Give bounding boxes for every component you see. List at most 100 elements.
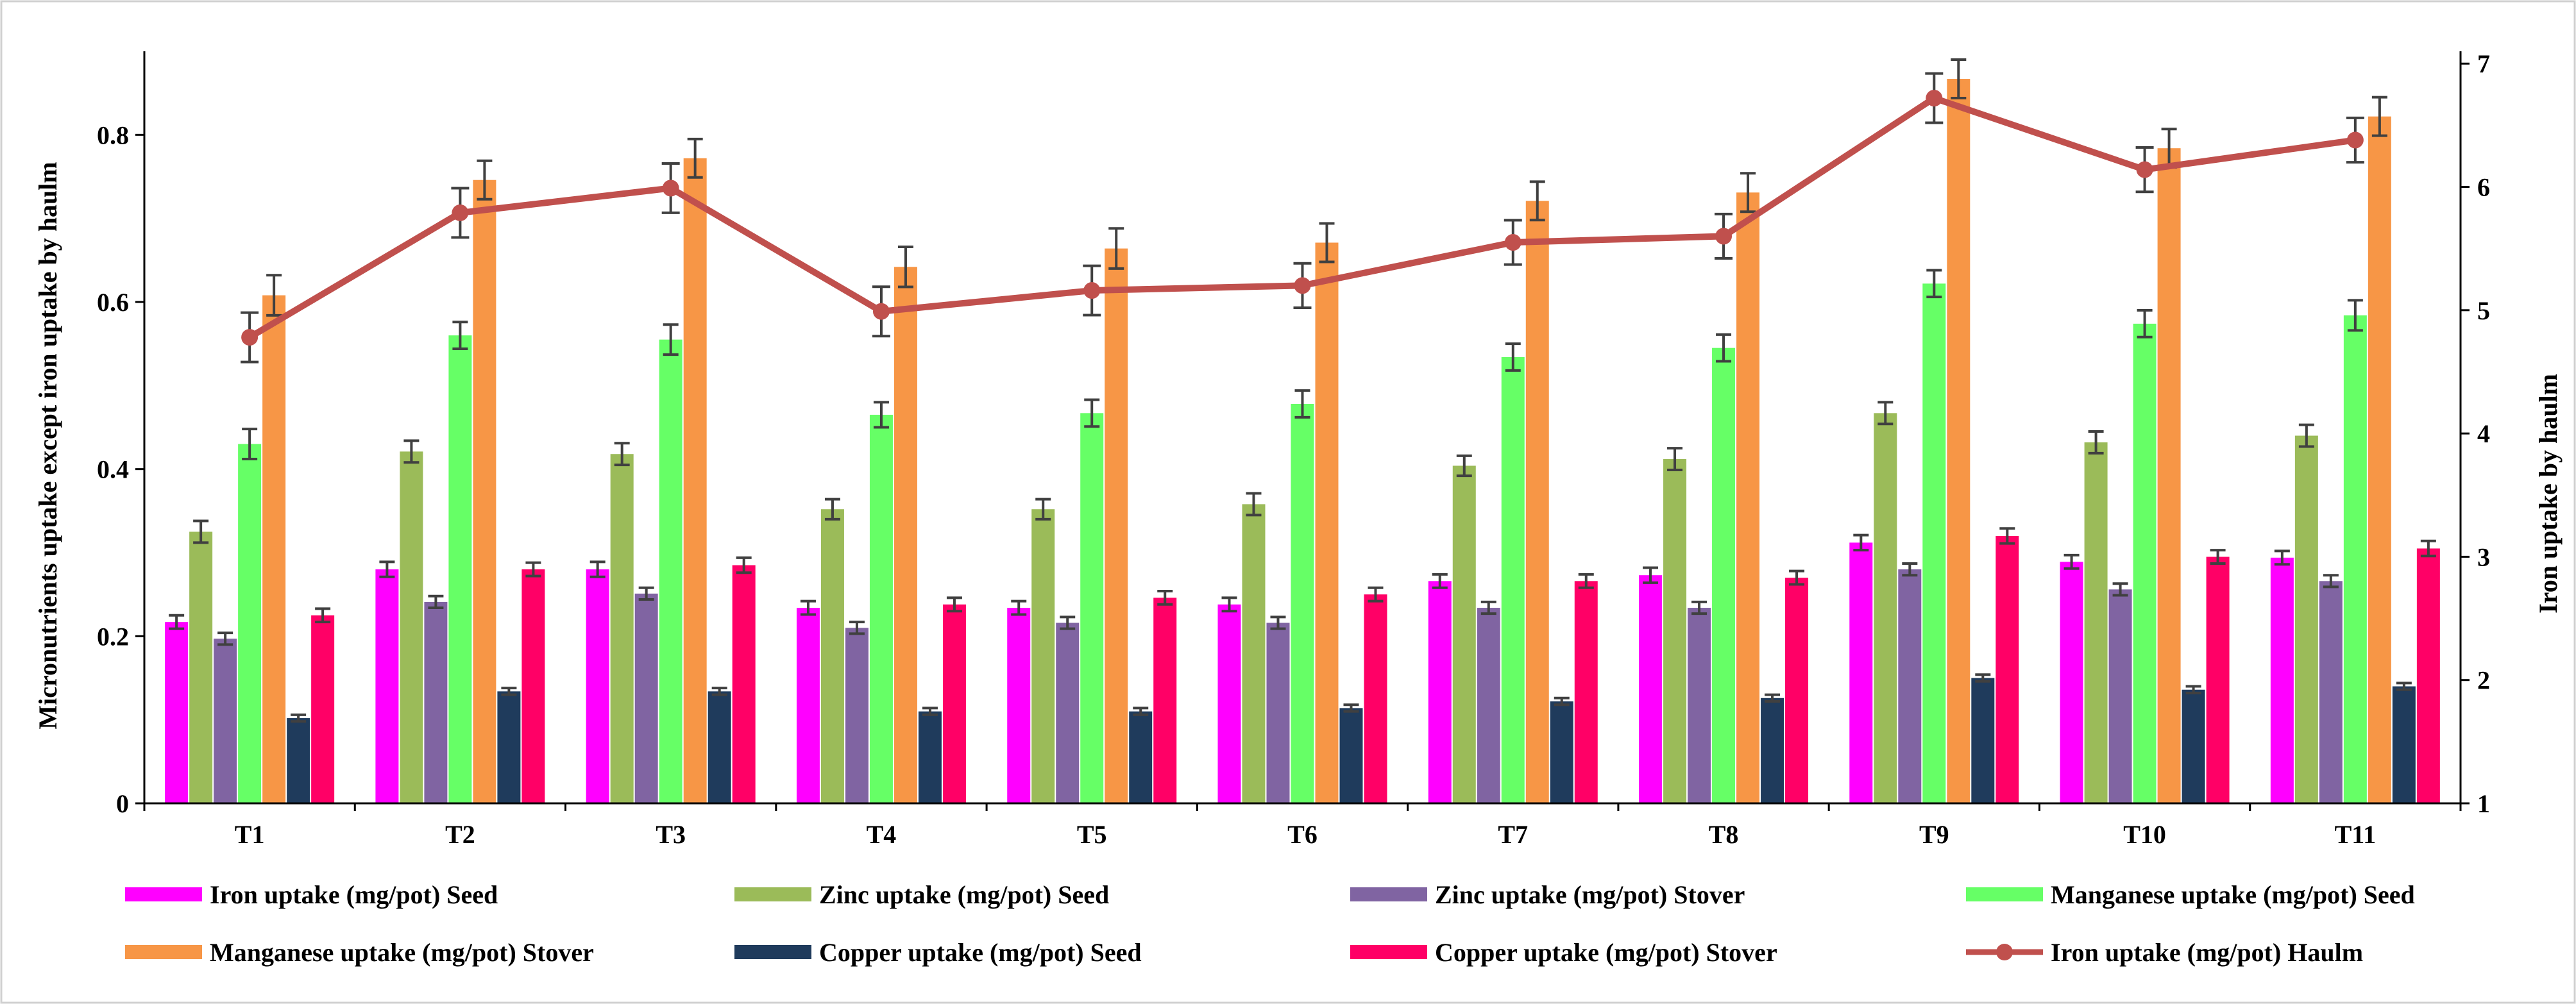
- legend-swatch: [1966, 887, 2043, 901]
- legend-item: Copper uptake (mg/pot) Stover: [1350, 938, 1777, 967]
- error-bar: [525, 561, 541, 578]
- error-bar: [2137, 309, 2153, 339]
- error-bar: [1554, 696, 1570, 707]
- bar-T11-zinc-uptake-mg-pot-stover: [2319, 581, 2343, 803]
- error-bar: [452, 321, 468, 350]
- bar-T9-manganese-uptake-mg-pot-stover: [1947, 79, 1970, 803]
- x-tick-label-T1: T1: [235, 820, 265, 849]
- bar-T5-copper-uptake-mg-pot-stover: [1153, 598, 1177, 803]
- bar-T9-copper-uptake-mg-pot-stover: [1996, 535, 2019, 803]
- bar-T6-manganese-uptake-mg-pot-seed: [1291, 404, 1314, 803]
- error-bar: [2347, 299, 2363, 332]
- bar-T1-iron-uptake-mg-pot-seed: [165, 622, 189, 803]
- error-bar: [824, 498, 840, 521]
- bar-T1-copper-uptake-mg-pot-stover: [311, 615, 335, 803]
- bar-T11-manganese-uptake-mg-pot-stover: [2368, 116, 2391, 803]
- bar-T8-zinc-uptake-mg-pot-seed: [1663, 459, 1687, 803]
- error-bar: [736, 556, 752, 574]
- bar-T6-iron-uptake-mg-pot-seed: [1217, 604, 1241, 803]
- x-tick-label-T3: T3: [656, 820, 686, 849]
- x-tick-label-T7: T7: [1498, 820, 1528, 849]
- bar-T1-zinc-uptake-mg-pot-seed: [189, 531, 213, 803]
- line-point-T4: [872, 303, 890, 320]
- error-bar: [849, 621, 865, 635]
- error-bar: [1505, 342, 1521, 372]
- legend-swatch: [734, 887, 811, 901]
- error-bar: [2210, 549, 2226, 565]
- y-tick-label-left: 0.6: [97, 288, 129, 317]
- bar-T2-zinc-uptake-mg-pot-seed: [400, 451, 423, 803]
- bar-T11-copper-uptake-mg-pot-stover: [2416, 548, 2440, 803]
- error-bar: [1740, 172, 1756, 213]
- error-bar: [1133, 707, 1149, 716]
- error-bar: [589, 560, 606, 578]
- error-bar: [663, 323, 679, 356]
- legend-item: Manganese uptake (mg/pot) Seed: [1966, 880, 2415, 909]
- line-point-T11: [2346, 131, 2364, 149]
- error-bar: [1999, 527, 2015, 545]
- bar-T10-manganese-uptake-mg-pot-stover: [2157, 148, 2181, 804]
- bar-T6-copper-uptake-mg-pot-stover: [1364, 594, 1387, 803]
- bar-T8-iron-uptake-mg-pot-seed: [1639, 575, 1663, 803]
- error-bar: [217, 632, 233, 646]
- legend-swatch: [125, 945, 202, 959]
- bar-T8-manganese-uptake-mg-pot-seed: [1712, 347, 1736, 803]
- legend-label: Iron uptake (mg/pot) Seed: [210, 880, 498, 909]
- bar-T10-copper-uptake-mg-pot-seed: [2182, 689, 2205, 803]
- line-point-T6: [1294, 277, 1311, 294]
- x-tick-label-T5: T5: [1077, 820, 1107, 849]
- legend-item: Zinc uptake (mg/pot) Seed: [734, 880, 1109, 909]
- bar-T3-iron-uptake-mg-pot-seed: [586, 569, 609, 803]
- bar-T2-zinc-uptake-mg-pot-stover: [424, 601, 448, 803]
- error-bar: [638, 586, 654, 601]
- error-bar: [946, 596, 962, 613]
- bar-T4-zinc-uptake-mg-pot-stover: [845, 628, 869, 803]
- y-tick-label-right: 6: [2477, 173, 2490, 202]
- bar-T4-manganese-uptake-mg-pot-seed: [869, 414, 893, 803]
- y-tick-label-right: 2: [2477, 666, 2490, 695]
- bar-T7-manganese-uptake-mg-pot-seed: [1501, 357, 1525, 803]
- error-bar: [1667, 447, 1683, 471]
- bar-T10-copper-uptake-mg-pot-stover: [2206, 556, 2230, 803]
- legend-item: Zinc uptake (mg/pot) Stover: [1350, 880, 1745, 909]
- y-tick-label-right: 4: [2477, 419, 2490, 448]
- bar-T9-copper-uptake-mg-pot-seed: [1971, 678, 1995, 803]
- y-tick-label-right: 1: [2477, 789, 2490, 818]
- x-tick-label-T8: T8: [1709, 820, 1739, 849]
- bar-T4-copper-uptake-mg-pot-stover: [942, 604, 966, 803]
- bar-T3-copper-uptake-mg-pot-seed: [708, 691, 731, 803]
- y-tick-label-left: 0.2: [97, 622, 129, 651]
- legend: Iron uptake (mg/pot) Seed Zinc uptake (mg…: [125, 880, 2415, 967]
- bar-T3-manganese-uptake-mg-pot-stover: [683, 158, 707, 803]
- error-bar: [242, 428, 258, 461]
- error-bar: [1343, 703, 1359, 713]
- error-bar: [1432, 573, 1448, 589]
- bar-T4-manganese-uptake-mg-pot-stover: [894, 267, 917, 803]
- error-bar: [1975, 673, 1991, 683]
- bar-T6-copper-uptake-mg-pot-seed: [1339, 708, 1363, 803]
- bar-T11-iron-uptake-mg-pot-seed: [2270, 557, 2294, 803]
- x-tick-label-T4: T4: [867, 820, 897, 849]
- error-bar: [1529, 180, 1545, 222]
- error-bar: [2274, 549, 2290, 566]
- legend-swatch: [1350, 887, 1427, 901]
- error-bar: [291, 713, 307, 723]
- error-bar: [1643, 566, 1659, 584]
- x-tick-label-T9: T9: [1919, 820, 1949, 849]
- error-bar: [1270, 615, 1286, 630]
- bar-T8-manganese-uptake-mg-pot-stover: [1736, 192, 1760, 804]
- line-point-T8: [1715, 228, 1733, 245]
- y-tick-label-right: 3: [2477, 542, 2490, 571]
- error-bar: [1578, 573, 1594, 589]
- plot-area: [165, 58, 2440, 804]
- legend-label: Zinc uptake (mg/pot) Seed: [819, 880, 1109, 909]
- error-bar: [1789, 569, 1805, 586]
- bar-T3-copper-uptake-mg-pot-stover: [732, 565, 756, 803]
- legend-item: Iron uptake (mg/pot) Seed: [125, 880, 498, 909]
- error-bar: [2420, 539, 2436, 558]
- bar-T4-copper-uptake-mg-pot-seed: [918, 711, 942, 803]
- bar-T5-copper-uptake-mg-pot-seed: [1129, 711, 1153, 803]
- error-bar: [501, 687, 517, 696]
- bar-T11-zinc-uptake-mg-pot-seed: [2294, 435, 2318, 803]
